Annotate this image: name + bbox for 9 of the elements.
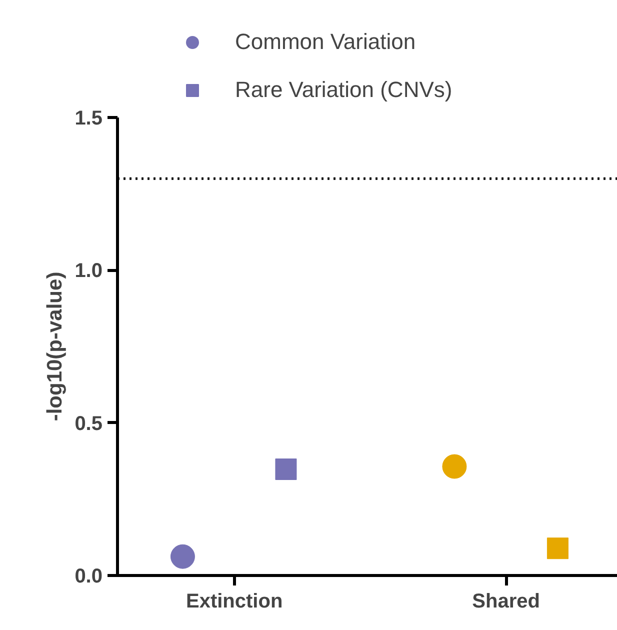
y-tick-label: 0.0	[74, 566, 103, 588]
legend-label: Common Variation	[235, 28, 416, 56]
y-tick-label: 1.5	[74, 108, 103, 130]
x-tick-label: Shared	[472, 590, 540, 612]
y-tick-label: 0.5	[74, 412, 103, 435]
legend-label: Rare Variation (CNVs)	[235, 76, 452, 104]
y-tick-label: 1.0	[74, 260, 103, 282]
y-axis-title: -log10(p-value)	[44, 272, 67, 422]
x-tick-label: Extinction	[186, 590, 283, 612]
